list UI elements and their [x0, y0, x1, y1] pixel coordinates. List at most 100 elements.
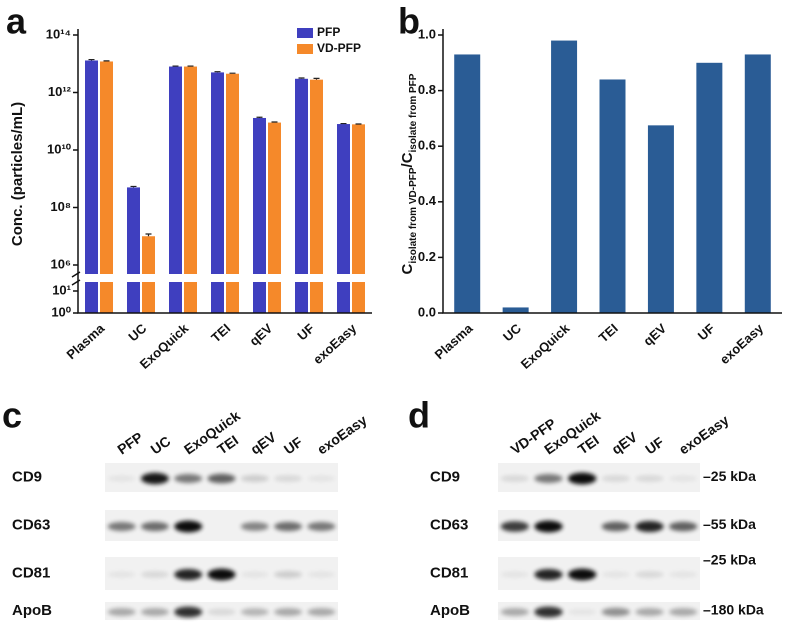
- bar: [226, 73, 239, 313]
- y-tick-label: 10¹²: [48, 84, 72, 99]
- x-tick-label: Plasma: [432, 320, 476, 362]
- y-tick-label: 10⁰: [51, 304, 71, 319]
- lane-label: qEV: [609, 428, 641, 457]
- x-tick-label: UF: [695, 321, 718, 344]
- error-bar: [229, 72, 236, 74]
- error-bar: [88, 58, 95, 61]
- bar: [295, 78, 308, 313]
- blot-band: [174, 520, 203, 533]
- lane-label: UC: [148, 433, 174, 458]
- y-tick-label: 10⁶: [51, 256, 71, 271]
- y-axis-label: Conc. (particles/mL): [9, 102, 26, 246]
- bar: [454, 54, 481, 314]
- blot-band: [500, 608, 529, 616]
- lane-label: UF: [642, 433, 667, 457]
- blot-band: [635, 608, 664, 616]
- row-label: CD63: [430, 516, 468, 533]
- y-axis-label: Cisolate from VD-PFP/Cisolate from PFP: [399, 73, 419, 274]
- bar: [184, 66, 197, 313]
- blot-band: [500, 571, 529, 578]
- blot-band: [140, 608, 169, 616]
- legend-swatch: [297, 28, 313, 38]
- blot-band: [240, 522, 269, 531]
- blot-band: [140, 571, 169, 578]
- blot-band: [174, 606, 203, 618]
- error-bar: [130, 185, 137, 188]
- axis-break: [70, 274, 372, 282]
- y-tick-label: 0.4: [418, 193, 437, 208]
- y-label-sub: isolate from VD-PFP: [408, 167, 419, 263]
- x-tick-label: UF: [294, 321, 317, 344]
- blot-strip: [105, 510, 338, 541]
- y-tick-label: 10¹⁴: [46, 26, 71, 41]
- row-label: CD81: [430, 564, 468, 581]
- lane-label: UF: [281, 433, 306, 457]
- y-tick-label: 0.6: [418, 138, 436, 153]
- bar: [310, 79, 323, 314]
- bar: [337, 124, 350, 313]
- bar: [551, 40, 578, 314]
- size-marker: –25 kDa: [703, 552, 756, 568]
- error-bar: [271, 121, 278, 123]
- error-bar: [214, 71, 221, 73]
- blot-band: [274, 475, 303, 482]
- y-tick-label: 0.0: [418, 304, 436, 319]
- x-tick-label: TEI: [596, 321, 621, 346]
- y-label-part: C: [399, 263, 416, 274]
- y-tick-label: 10⁸: [50, 199, 71, 214]
- blot-band: [601, 521, 630, 532]
- size-marker: –25 kDa: [703, 468, 756, 484]
- blot-band: [635, 475, 664, 482]
- legend-label: PFP: [317, 25, 340, 39]
- blot-band: [534, 474, 563, 483]
- legend-label: VD-PFP: [317, 41, 361, 55]
- blot-band: [107, 522, 136, 531]
- blot-band: [240, 571, 269, 578]
- x-tick-label: UC: [125, 320, 149, 344]
- row-label: CD9: [12, 468, 42, 485]
- x-tick-label: TEI: [208, 321, 233, 346]
- error-bar: [256, 116, 263, 118]
- y-tick-label: 10¹⁰: [47, 141, 72, 156]
- blot-band: [240, 608, 269, 616]
- blot-band: [107, 571, 136, 578]
- blot-band: [207, 568, 236, 581]
- blot-band: [307, 608, 336, 616]
- blot-band: [534, 606, 563, 618]
- bar: [100, 61, 113, 313]
- blot-band: [568, 568, 597, 581]
- blot-band: [307, 475, 336, 482]
- bar: [85, 60, 98, 314]
- panel-label: c: [2, 395, 22, 436]
- blot-band: [274, 521, 303, 532]
- y-label-part: /C: [399, 152, 416, 167]
- y-label-sub: isolate from PFP: [408, 73, 419, 152]
- x-tick-label: qEV: [246, 320, 275, 348]
- row-label: CD81: [12, 564, 50, 581]
- lane-label: exoEasy: [314, 412, 370, 458]
- bar: [647, 125, 674, 313]
- blot-strip: [498, 557, 700, 590]
- y-tick-label: 10¹: [52, 282, 71, 297]
- blot-band: [174, 568, 203, 581]
- blot-band: [174, 474, 203, 483]
- lane-label: exoEasy: [676, 412, 732, 458]
- blot-band: [140, 472, 169, 485]
- blot-strip: [498, 463, 700, 492]
- blot-band: [669, 475, 698, 482]
- error-bar: [298, 77, 305, 79]
- x-tick-label: exoEasy: [717, 320, 767, 367]
- y-tick-label: 1.0: [418, 26, 436, 41]
- blot-band: [274, 571, 303, 578]
- row-label: CD9: [430, 468, 460, 485]
- blot-band: [107, 608, 136, 616]
- bar: [268, 122, 281, 314]
- blot-band: [534, 568, 563, 581]
- size-marker: –180 kDa: [703, 602, 764, 618]
- blot-band: [669, 521, 698, 532]
- x-tick-label: exoEasy: [310, 320, 360, 367]
- size-marker: –55 kDa: [703, 516, 756, 532]
- x-tick-label: UC: [500, 320, 524, 344]
- blot-band: [107, 475, 136, 482]
